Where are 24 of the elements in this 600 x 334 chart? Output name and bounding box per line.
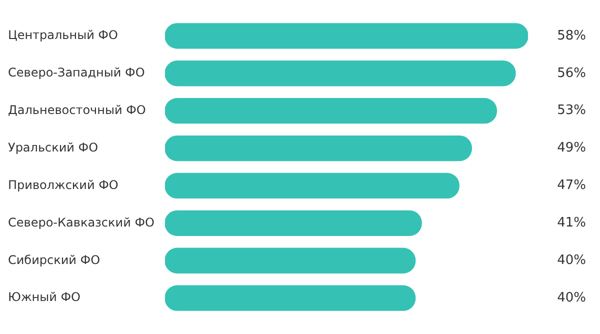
y-tick-label: Северо-Западный ФО (8, 66, 145, 80)
bar (165, 248, 416, 274)
data-label: 58% (557, 28, 586, 44)
bar (165, 172, 460, 199)
bar (165, 285, 416, 311)
y-tick-label: Дальневосточный ФО (8, 102, 146, 117)
data-label: 41% (557, 216, 586, 231)
y-tick-label: Уральский ФО (8, 140, 98, 154)
bar (165, 98, 498, 124)
bar (165, 23, 528, 49)
bar (165, 60, 516, 86)
data-label: 49% (557, 140, 586, 156)
data-label: 47% (557, 178, 586, 194)
y-tick-label: Сибирский ФО (8, 252, 100, 267)
y-tick-label: Южный ФО (8, 290, 80, 304)
bar (165, 210, 422, 236)
y-tick-label: Центральный ФО (8, 28, 118, 42)
data-label: 40% (557, 290, 586, 306)
y-tick-label: Приволжский ФО (8, 178, 118, 192)
bar (165, 135, 472, 162)
data-label: 40% (557, 253, 586, 268)
y-tick-label: Северо-Кавказский ФО (8, 215, 154, 230)
data-label: 56% (557, 66, 586, 81)
data-label: 53% (557, 103, 586, 118)
